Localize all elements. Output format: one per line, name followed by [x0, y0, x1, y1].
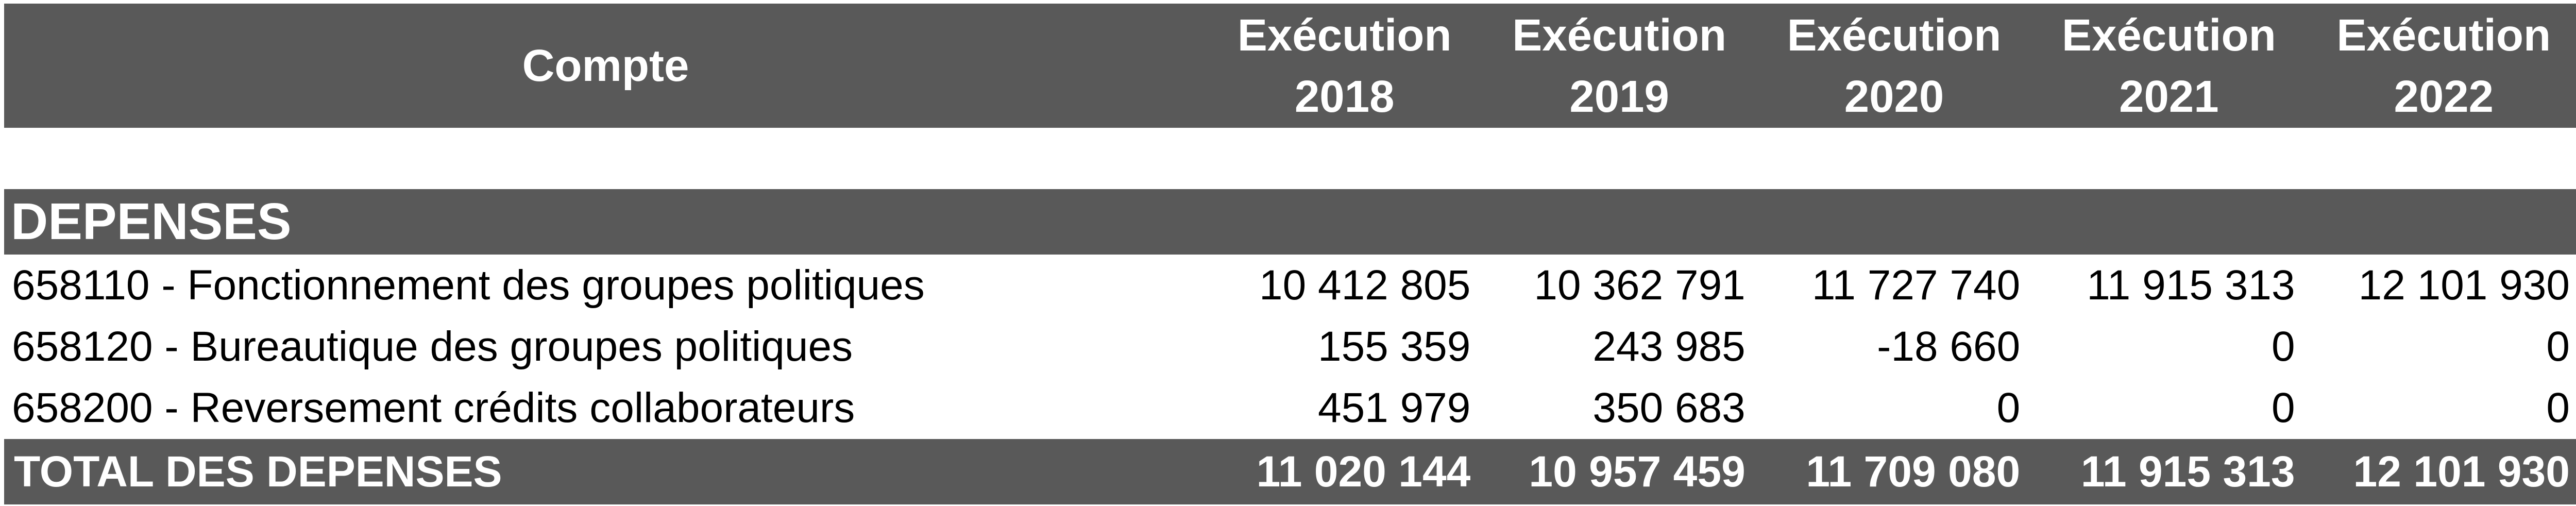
spacer-row	[4, 128, 2576, 189]
value-cell-2022: 0	[2546, 384, 2570, 432]
value-cell-2022: 12 101 930	[2358, 261, 2570, 309]
table-header-row: Compte Exécution 2018 Exécution 2019 Exé…	[4, 4, 2576, 128]
header-cell-execution-2018: Exécution 2018	[1237, 10, 1452, 122]
value-cell-2020: -18 660	[1877, 323, 2021, 370]
total-label: TOTAL DES DEPENSES	[14, 447, 502, 496]
account-label: 658110 - Fonctionnement des groupes poli…	[12, 261, 925, 309]
table-row: 658120 - Bureautique des groupes politiq…	[4, 316, 2576, 377]
budget-table: Compte Exécution 2018 Exécution 2019 Exé…	[4, 4, 2576, 504]
total-value-2020: 11 709 080	[1806, 447, 2021, 496]
value-cell-2018: 155 359	[1317, 323, 1471, 370]
value-cell-2018: 10 412 805	[1259, 261, 1471, 309]
header-cell-execution-2020: Exécution 2020	[1787, 10, 2002, 122]
section-title: DEPENSES	[11, 193, 292, 250]
total-value-2018: 11 020 144	[1256, 447, 1471, 496]
value-cell-2020: 11 727 740	[1811, 261, 2021, 309]
table-row: 658200 - Reversement crédits collaborate…	[4, 378, 2576, 439]
value-cell-2021: 0	[2271, 323, 2295, 370]
total-value-2021: 11 915 313	[2080, 447, 2295, 496]
account-label: 658120 - Bureautique des groupes politiq…	[12, 323, 853, 370]
value-cell-2021: 11 915 313	[2087, 261, 2295, 309]
rows-region: 658110 - Fonctionnement des groupes poli…	[4, 255, 2576, 439]
value-cell-2020: 0	[1996, 384, 2021, 432]
header-cell-execution-2019: Exécution 2019	[1512, 10, 1726, 122]
value-cell-2018: 451 979	[1317, 384, 1471, 432]
value-cell-2022: 0	[2546, 323, 2570, 370]
header-cell-execution-2022: Exécution 2022	[2336, 10, 2551, 122]
header-cell-compte: Compte	[522, 41, 689, 91]
total-value-2019: 10 957 459	[1529, 447, 1745, 496]
value-cell-2019: 243 985	[1592, 323, 1745, 370]
header-cell-execution-2021: Exécution 2021	[2062, 10, 2276, 122]
account-label: 658200 - Reversement crédits collaborate…	[12, 384, 855, 432]
table-row: 658110 - Fonctionnement des groupes poli…	[4, 255, 2576, 316]
section-band-depenses: DEPENSES	[4, 189, 2576, 255]
total-value-2022: 12 101 930	[2353, 447, 2570, 496]
value-cell-2019: 10 362 791	[1534, 261, 1745, 309]
value-cell-2019: 350 683	[1592, 384, 1745, 432]
value-cell-2021: 0	[2271, 384, 2295, 432]
total-row: TOTAL DES DEPENSES 11 020 144 10 957 459…	[4, 439, 2576, 504]
